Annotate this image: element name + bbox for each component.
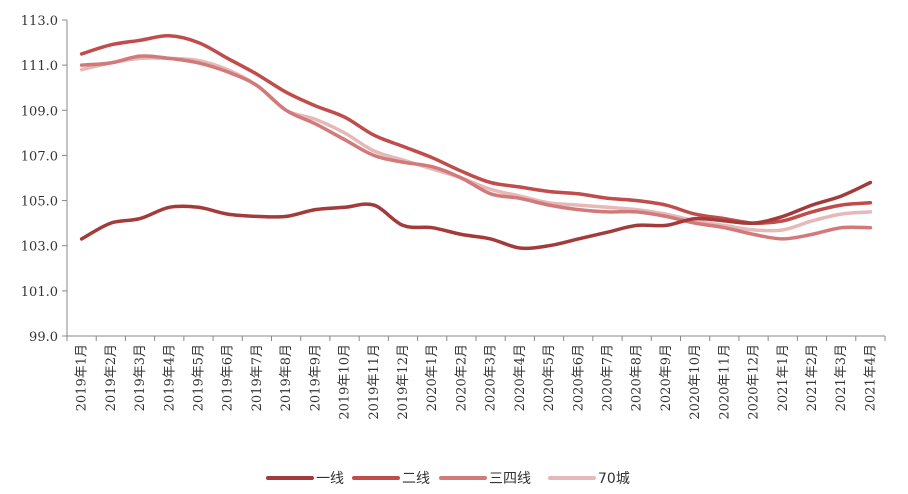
x-tick-label: 2020年7月	[600, 344, 615, 411]
x-tick-label: 2019年10月	[338, 344, 353, 420]
x-tick-label: 2020年1月	[425, 344, 440, 411]
legend-label-1: 一线	[316, 471, 344, 487]
legend-label-3: 三四线	[489, 471, 531, 487]
x-tick-label: 2019年9月	[308, 344, 323, 411]
x-tick-label: 2020年10月	[688, 344, 703, 420]
x-tick-label: 2020年12月	[747, 344, 762, 420]
x-tick-label: 2021年1月	[776, 344, 791, 411]
series-line-1	[79, 180, 873, 251]
x-tick-label: 2019年1月	[75, 344, 90, 411]
y-tick-label: 107.0	[21, 149, 58, 164]
legend-label-4: 70城	[598, 471, 630, 487]
x-tick-label: 2020年3月	[484, 344, 499, 411]
x-tick-label: 2020年8月	[630, 344, 645, 411]
x-tick-label: 2020年6月	[571, 344, 586, 411]
x-tick-label: 2019年5月	[191, 344, 206, 411]
x-tick-label: 2020年2月	[454, 344, 469, 411]
x-tick-label: 2020年9月	[659, 344, 674, 411]
x-tick-label: 2021年3月	[834, 344, 849, 411]
x-tick-label: 2020年4月	[513, 344, 528, 411]
x-axis: 2019年1月 2019年2月 2019年3月 2019年4月 2019年5月 2019年…	[66, 335, 886, 420]
y-tick-label: 109.0	[21, 104, 58, 119]
x-tick-label: 2021年2月	[805, 344, 820, 411]
legend-label-2: 二线	[402, 471, 430, 487]
x-tick-label: 2021年4月	[863, 344, 878, 411]
legend: 一线 二线 三四线 70城	[266, 471, 630, 487]
y-tick-label: 111.0	[21, 59, 58, 74]
x-tick-label: 2019年3月	[133, 344, 148, 411]
y-axis: 99.0 101.0 103.0 105.0 107.0 109.0 111.0 113.0	[21, 14, 68, 345]
x-tick-label: 2020年5月	[542, 344, 557, 411]
series-line-4	[79, 56, 873, 233]
x-tick-label: 2019年4月	[162, 344, 177, 411]
x-tick-label: 2019年12月	[396, 344, 411, 420]
x-tick-label: 2019年7月	[250, 344, 265, 411]
y-tick-label: 103.0	[21, 240, 58, 255]
series-layer	[79, 34, 873, 251]
x-tick-label: 2019年11月	[367, 344, 382, 420]
y-tick-label: 101.0	[21, 285, 58, 300]
series-line-3	[79, 54, 873, 241]
y-tick-label: 99.0	[29, 330, 58, 345]
x-tick-label: 2019年2月	[104, 344, 119, 411]
y-tick-label: 105.0	[21, 195, 58, 210]
y-tick-label: 113.0	[21, 14, 58, 29]
x-tick-label: 2020年11月	[717, 344, 732, 420]
x-tick-label: 2019年6月	[221, 344, 236, 411]
x-tick-label: 2019年8月	[279, 344, 294, 411]
